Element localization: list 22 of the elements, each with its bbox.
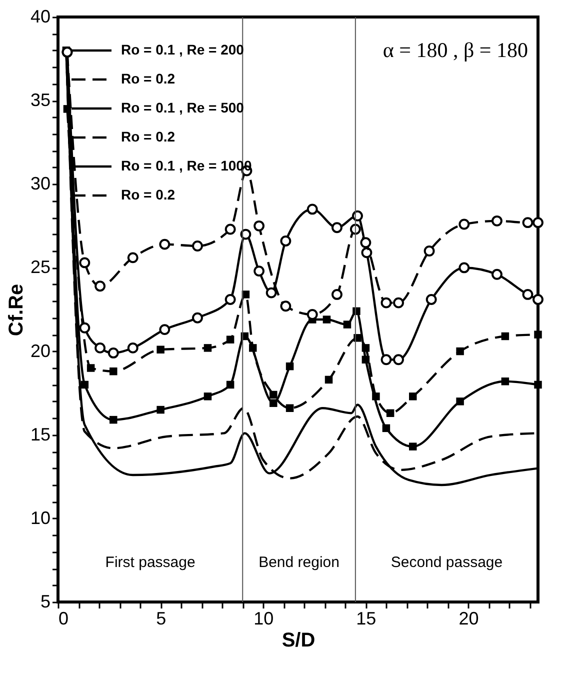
x-tick-label: 5 — [156, 608, 166, 628]
x-tick-label: 0 — [58, 608, 69, 628]
y-tick-label: 25 — [30, 257, 50, 278]
annotation: Second passage — [390, 554, 503, 571]
x-tick-label: 10 — [254, 608, 274, 628]
annotation: Bend region — [258, 554, 340, 571]
x-axis-title: S/D — [282, 630, 316, 652]
x-tick-label: 15 — [356, 608, 376, 628]
legend-label: Ro = 0.2 — [121, 70, 176, 86]
y-tick-label: 20 — [30, 340, 50, 361]
y-tick-label: 15 — [30, 424, 50, 444]
legend-label: Ro = 0.2 — [121, 128, 176, 144]
y-tick-label: 5 — [40, 592, 50, 612]
y-tick-label: 10 — [30, 508, 50, 528]
annotation: α = 180 , β = 180 — [382, 38, 528, 62]
y-axis-title: Cf.Re — [5, 284, 28, 336]
y-tick-label: 40 — [30, 6, 50, 26]
annotation: First passage — [105, 554, 196, 571]
legend-label: Ro = 0.2 — [121, 186, 176, 202]
y-tick-label: 35 — [30, 90, 50, 110]
x-tick-label: 20 — [458, 608, 479, 628]
y-tick-label: 30 — [30, 174, 50, 194]
